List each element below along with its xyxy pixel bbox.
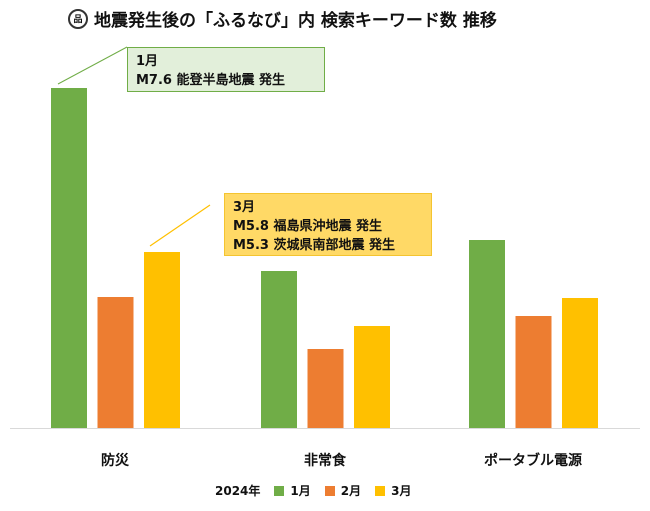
annotation-line: M5.3 茨城県南部地震 発生 (233, 238, 396, 253)
x-tick-label: ポータブル電源 (484, 453, 582, 469)
bar-2-0 (144, 252, 180, 428)
legend: 2024年 1月 2月 3月 (215, 482, 411, 499)
annotation-line: 1月 (136, 54, 159, 69)
legend-label: 3月 (391, 484, 412, 498)
bar-1-2 (515, 316, 552, 428)
bar-0-0 (51, 88, 87, 428)
furunavi-logo-icon: 品 (68, 8, 88, 29)
legend-title: 2024年 (215, 484, 261, 498)
legend-label: 1月 (290, 484, 311, 498)
bar-0-2 (469, 240, 505, 428)
bar-2-1 (354, 326, 390, 428)
bar-0-1 (261, 271, 297, 428)
chart-title: 品 地震発生後の「ふるなび」内 検索キーワード数 推移 (68, 6, 497, 31)
legend-swatch (274, 485, 285, 496)
title-text: 地震発生後の「ふるなび」内 検索キーワード数 推移 (94, 11, 497, 31)
legend-label: 2月 (340, 484, 362, 498)
legend-swatch (375, 485, 386, 496)
annotation-january: 1月 M7.6 能登半島地震 発生 (127, 47, 325, 92)
annotation-line: 3月 (233, 200, 256, 215)
annotation-march: 3月 M5.8 福島県沖地震 発生 M5.3 茨城県南部地震 発生 (224, 193, 432, 256)
annotation-line: M5.8 福島県沖地震 発生 (233, 219, 383, 234)
x-tick-label: 非常食 (304, 453, 346, 469)
legend-swatch (324, 485, 335, 496)
bar-1-1 (307, 349, 344, 428)
annotation-line: M7.6 能登半島地震 発生 (136, 73, 286, 88)
x-tick-label: 防災 (101, 453, 129, 469)
bar-2-2 (562, 298, 598, 428)
annotation-leader-line (149, 204, 211, 247)
annotation-leader-line (57, 46, 128, 85)
bar-1-0 (97, 297, 134, 428)
